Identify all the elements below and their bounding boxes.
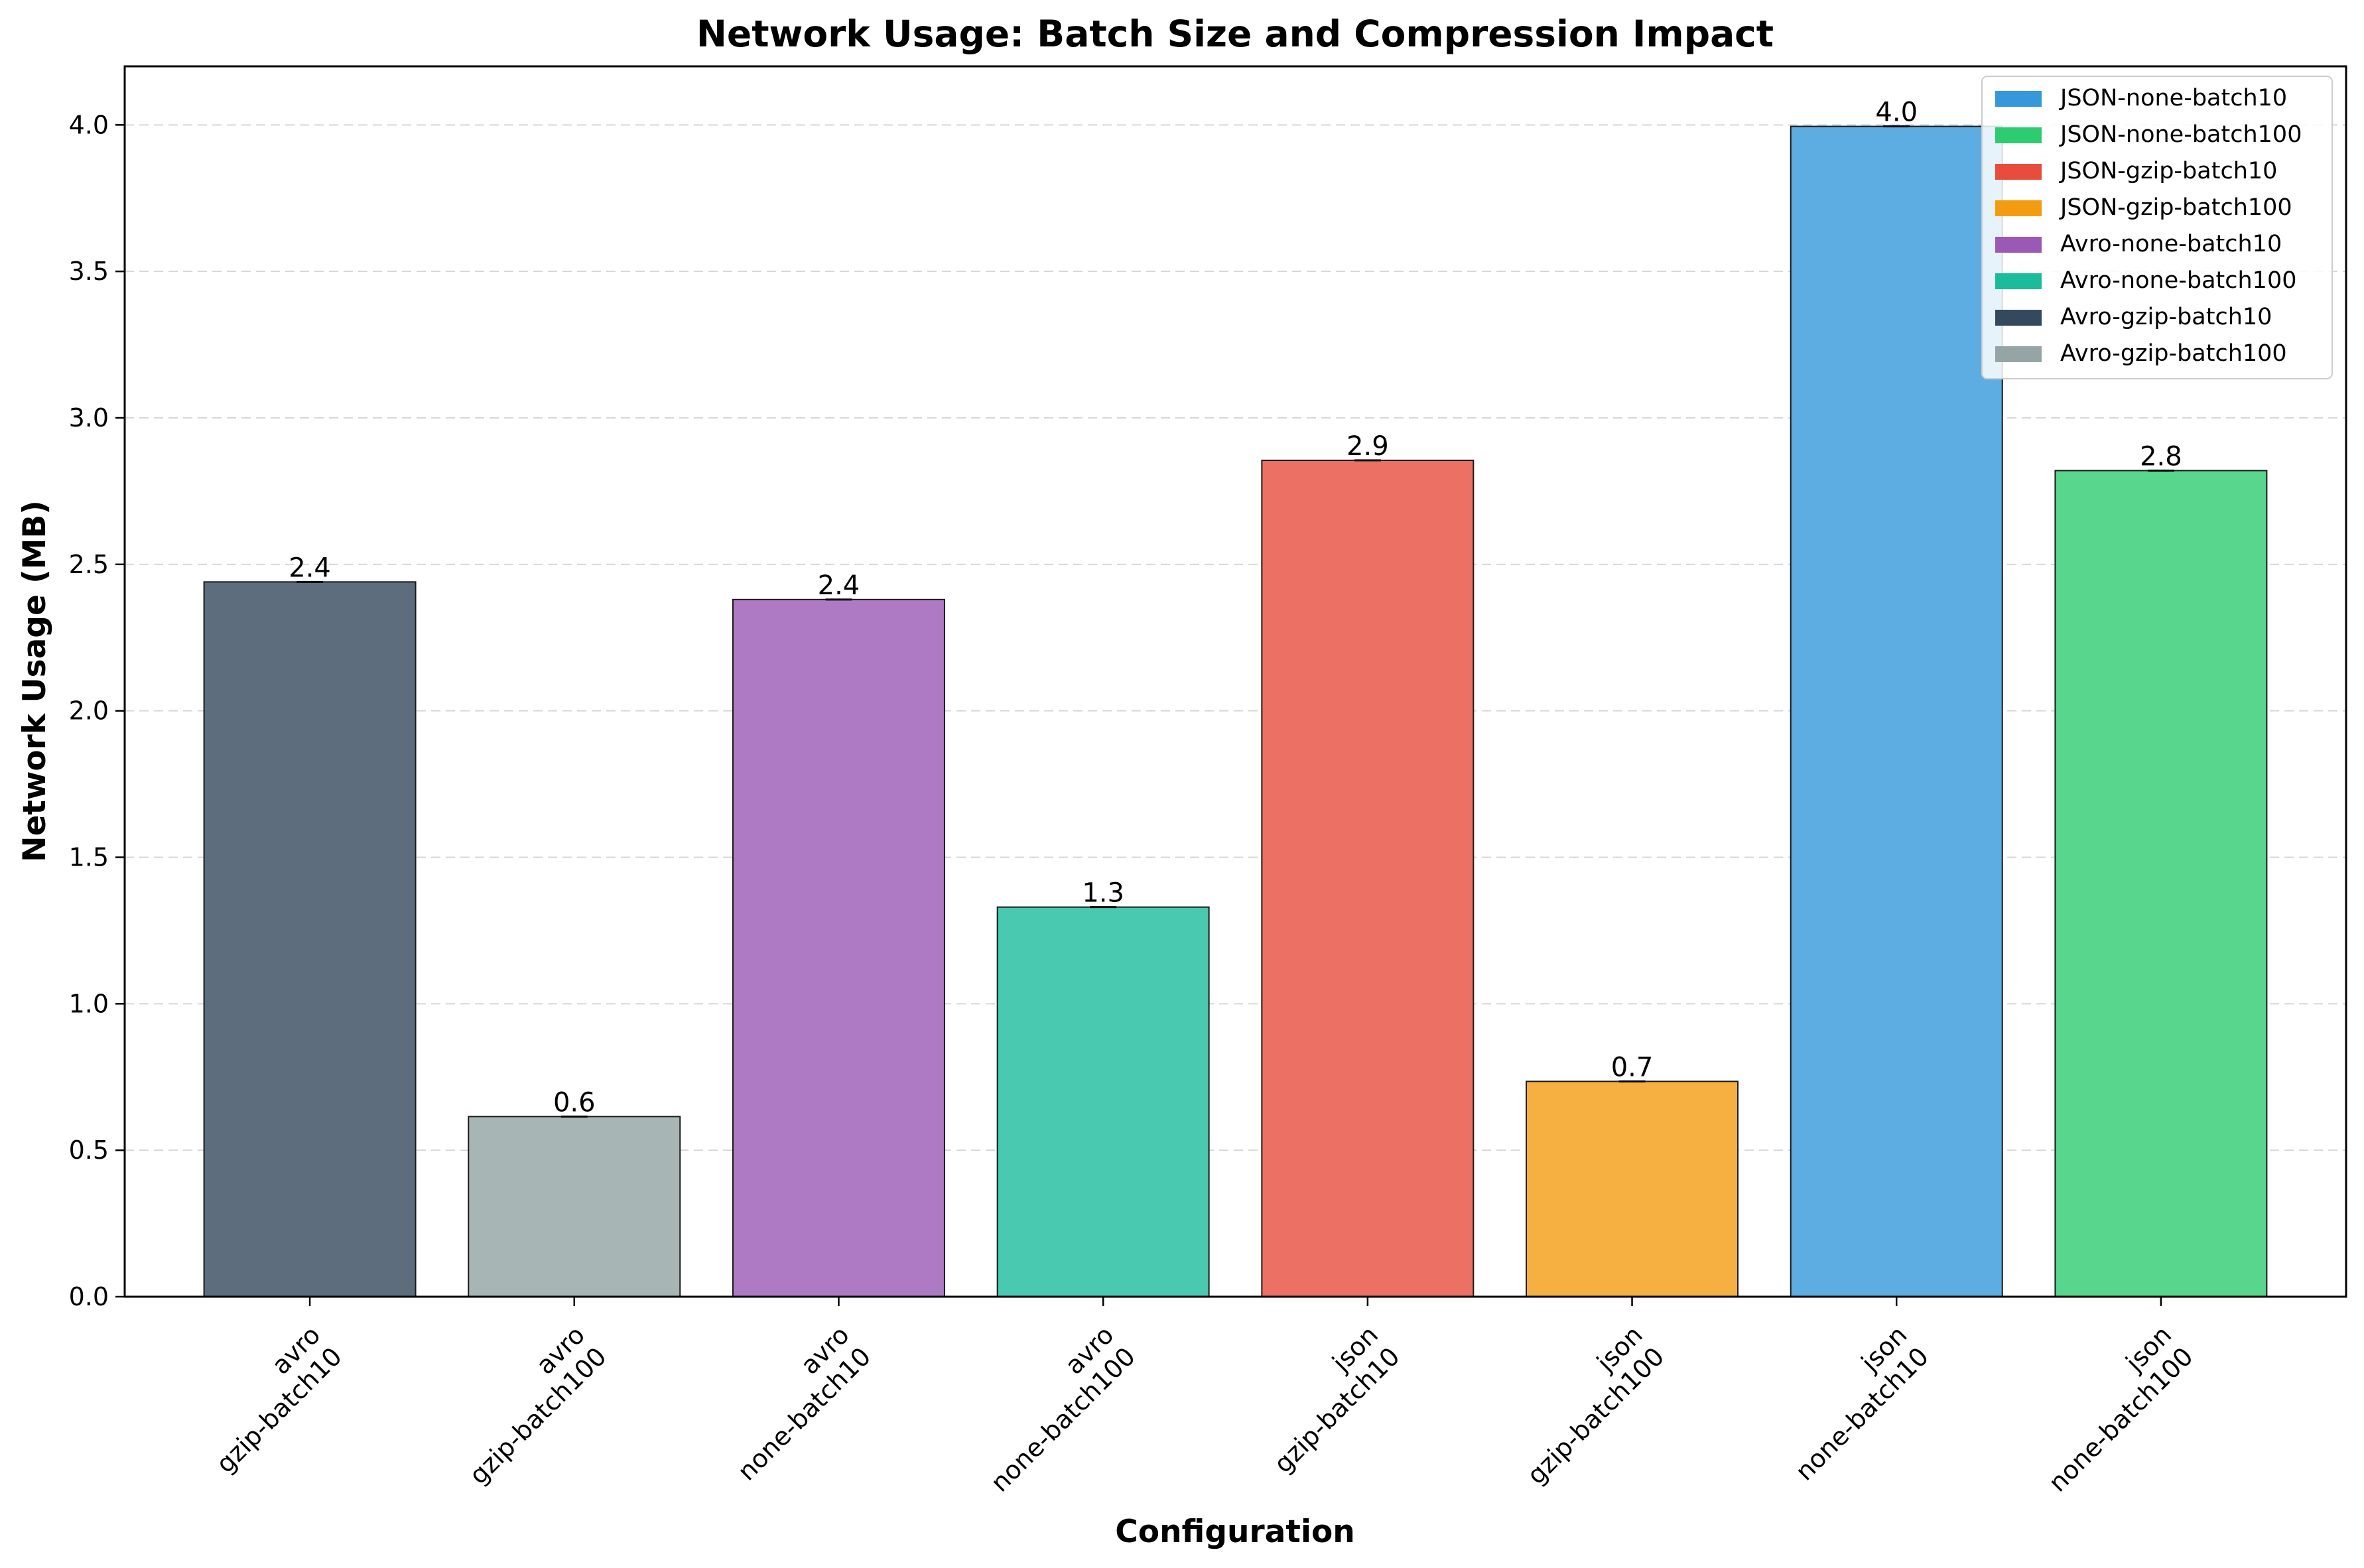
bar: [1526, 1080, 1739, 1297]
y-tick-label: 1.5: [69, 843, 109, 872]
y-tick-label: 4.0: [69, 110, 109, 139]
bar: [996, 906, 1210, 1298]
y-tick-label: 2.0: [69, 696, 109, 726]
legend-label: Avro-gzip-batch100: [2060, 340, 2287, 367]
legend-swatch: [1995, 200, 2042, 216]
legend-swatch: [1995, 310, 2042, 326]
bar: [1261, 460, 1475, 1298]
legend-label: JSON-gzip-batch100: [2059, 194, 2292, 221]
bar: [203, 581, 417, 1297]
axes: [115, 65, 2347, 1306]
value-label: 4.0: [1875, 98, 1918, 128]
legend-box: [1981, 76, 2333, 379]
value-label: 2.8: [2140, 442, 2182, 472]
bar: [468, 1116, 681, 1297]
y-tick-label: 1.0: [69, 989, 109, 1018]
x-axis-label: Configuration: [1115, 1514, 1354, 1550]
legend-label: JSON-none-batch100: [2059, 121, 2302, 148]
legend: JSON-none-batch10 JSON-none-batch100 JSON-…: [1981, 76, 2333, 379]
y-tick-label: 3.5: [69, 257, 109, 286]
legend-swatch: [1995, 346, 2042, 362]
y-tick-label: 3.0: [69, 403, 109, 432]
bar: [2054, 470, 2268, 1297]
value-labels: 2.4 0.6 2.4 1.3 2.9 0.7 4.0 2.8: [289, 98, 2182, 1118]
legend-swatch: [1995, 127, 2042, 143]
value-label: 1.3: [1082, 878, 1124, 909]
value-label: 0.7: [1611, 1052, 1654, 1082]
legend-label: JSON-gzip-batch10: [2059, 158, 2277, 184]
bar: [732, 598, 945, 1297]
legend-swatch: [1995, 237, 2042, 253]
value-label: 0.6: [553, 1087, 596, 1118]
bar: [1790, 125, 2003, 1298]
legend-label: Avro-gzip-batch10: [2060, 304, 2272, 330]
legend-label: Avro-none-batch10: [2060, 231, 2282, 257]
legend-swatch: [1995, 164, 2042, 180]
chart-title: Network Usage: Batch Size and Compressio…: [696, 13, 1774, 55]
legend-label: Avro-none-batch100: [2060, 267, 2296, 294]
legend-label: JSON-none-batch10: [2059, 85, 2287, 111]
value-label: 2.4: [289, 553, 331, 583]
y-axis-label: Network Usage (MB): [17, 500, 53, 862]
y-tick-label: 2.5: [69, 550, 109, 579]
plot-frame: [123, 65, 2347, 1298]
y-tick-label: 0.5: [69, 1136, 109, 1165]
legend-swatch: [1995, 91, 2042, 107]
value-label: 2.4: [818, 570, 860, 601]
y-tick-labels: 0.0 0.5 1.0 1.5 2.0 2.5 3.0 3.5 4.0: [69, 110, 109, 1311]
value-label: 2.9: [1346, 431, 1389, 462]
y-tick-label: 0.0: [69, 1282, 109, 1311]
legend-swatch: [1995, 273, 2042, 289]
bars: [203, 125, 2268, 1298]
